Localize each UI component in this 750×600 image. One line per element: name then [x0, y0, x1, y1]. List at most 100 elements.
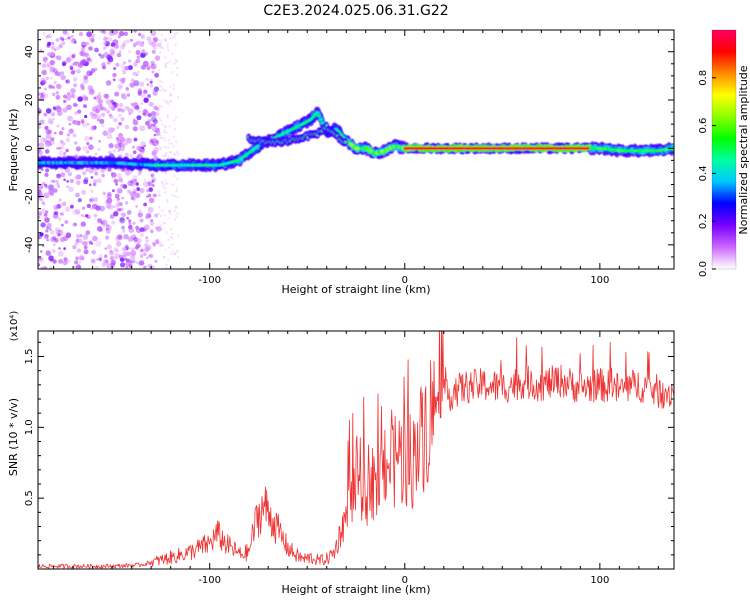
ridge-core	[317, 114, 321, 118]
colorbar-segment	[712, 257, 736, 260]
noise-speckle	[132, 150, 137, 154]
snr-series-line	[38, 331, 674, 569]
noise-speckle	[128, 59, 132, 63]
noise-speckle	[90, 37, 95, 43]
noise-speckle	[62, 62, 66, 67]
noise-speckle	[139, 254, 144, 258]
colorbar-segment	[712, 223, 736, 226]
noise-speckle	[97, 218, 102, 224]
noise-speckle	[94, 171, 99, 176]
noise-speckle	[173, 32, 177, 35]
ridge-core	[310, 117, 314, 120]
noise-speckle	[158, 79, 162, 83]
noise-speckle	[114, 143, 120, 149]
noise-speckle	[139, 218, 144, 223]
noise-speckle	[52, 236, 57, 241]
noise-speckle	[101, 173, 105, 178]
colorbar-segment	[712, 41, 736, 45]
noise-speckle	[126, 39, 130, 43]
noise-speckle	[163, 256, 166, 259]
noise-speckle	[93, 197, 99, 203]
noise-speckle	[116, 107, 122, 113]
noise-speckle	[133, 30, 137, 33]
noise-speckle	[159, 51, 162, 54]
colorbar-segment	[712, 39, 736, 43]
noise-speckle	[79, 234, 83, 238]
noise-speckle	[70, 34, 74, 38]
noise-speckle	[112, 149, 117, 153]
noise-speckle	[121, 225, 125, 230]
noise-speckle	[163, 38, 166, 41]
colorbar-segment	[712, 155, 736, 159]
noise-speckle	[170, 142, 173, 145]
noise-speckle	[115, 183, 118, 186]
noise-speckle	[109, 249, 113, 253]
noise-speckle	[176, 158, 180, 161]
noise-speckle	[139, 125, 146, 132]
noise-speckle	[165, 198, 169, 202]
noise-speckle	[138, 40, 141, 43]
noise-speckle	[166, 113, 169, 117]
noise-speckle	[174, 43, 177, 47]
noise-speckle	[43, 112, 48, 117]
noise-speckle	[129, 82, 135, 88]
noise-speckle	[102, 30, 107, 34]
noise-speckle	[140, 102, 144, 105]
noise-speckle	[149, 80, 153, 84]
snr-y-axis-label: SNR (10 * v/v)	[7, 398, 20, 476]
noise-speckle	[140, 34, 145, 39]
noise-speckle	[67, 92, 71, 96]
secondary-ridge-core	[344, 140, 347, 144]
noise-speckle	[164, 145, 167, 149]
noise-speckle	[109, 114, 114, 119]
noise-speckle	[168, 209, 171, 213]
noise-speckle	[93, 179, 98, 184]
noise-speckle	[62, 260, 68, 266]
noise-speckle	[127, 246, 131, 250]
noise-speckle	[66, 185, 69, 188]
noise-speckle	[89, 71, 93, 75]
noise-speckle	[171, 183, 174, 186]
noise-speckle	[102, 191, 106, 195]
snr-x-axis-label: Height of straight line (km)	[281, 583, 430, 596]
noise-speckle	[59, 36, 64, 41]
noise-speckle	[104, 247, 107, 250]
noise-speckle	[161, 243, 164, 246]
noise-speckle	[123, 40, 127, 44]
noise-speckle	[144, 243, 149, 248]
noise-speckle	[176, 255, 180, 258]
noise-speckle	[75, 146, 81, 152]
noise-speckle	[153, 155, 158, 160]
noise-speckle	[124, 266, 129, 269]
noise-speckle	[52, 106, 57, 110]
noise-speckle	[147, 206, 154, 213]
noise-speckle	[86, 203, 92, 209]
noise-speckle	[83, 135, 90, 142]
colorbar-segment	[712, 151, 736, 155]
noise-speckle	[118, 50, 122, 53]
noise-speckle	[130, 102, 134, 106]
noise-speckle	[137, 90, 143, 95]
noise-speckle	[48, 189, 55, 195]
colorbar-segment	[712, 89, 736, 93]
noise-speckle	[158, 117, 162, 120]
noise-speckle	[61, 41, 66, 45]
noise-speckle	[167, 102, 170, 106]
noise-speckle	[85, 41, 90, 46]
colorbar-segment	[712, 229, 736, 232]
noise-speckle	[49, 66, 56, 73]
noise-speckle	[86, 150, 90, 154]
noise-speckle	[126, 216, 129, 220]
noise-speckle	[120, 79, 125, 84]
noise-speckle	[88, 240, 93, 245]
noise-speckle	[166, 201, 169, 204]
noise-speckle	[107, 167, 112, 172]
noise-speckle	[139, 41, 145, 47]
noise-speckle	[160, 85, 163, 88]
noise-speckle	[94, 152, 98, 156]
noise-speckle	[98, 53, 102, 57]
ridge-core	[334, 127, 339, 131]
noise-speckle	[38, 108, 42, 114]
noise-speckle	[70, 88, 76, 94]
noise-speckle	[173, 209, 176, 213]
